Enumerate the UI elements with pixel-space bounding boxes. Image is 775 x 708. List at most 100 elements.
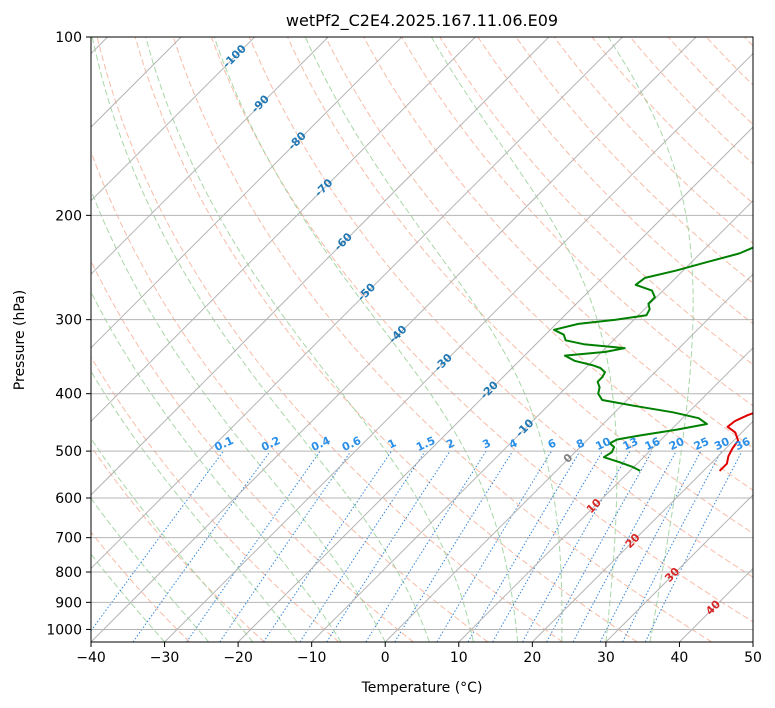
mixing-ratio-label: 16 (643, 435, 663, 453)
y-tick-label: 800 (55, 565, 82, 581)
x-axis: −40 −30 −20 −10 0 10 20 30 40 50 (76, 642, 762, 666)
x-tick-label: 50 (744, 650, 762, 666)
mixing-ratio-line (132, 450, 271, 642)
isotherm-line (91, 37, 550, 496)
mixing-ratio-line (219, 450, 352, 642)
mixing-ratio-label: 36 (733, 435, 753, 453)
isotherm-label: -70 (312, 176, 335, 199)
isotherm-line (752, 641, 753, 642)
x-tick-label: 20 (523, 650, 541, 666)
mixing-ratio-label: 25 (692, 435, 711, 453)
x-tick-label: −20 (223, 650, 253, 666)
isotherm-line (91, 37, 256, 202)
moist-adiabat-line (145, 37, 474, 642)
y-tick-label: 100 (55, 30, 82, 46)
y-tick-label: 200 (55, 208, 82, 224)
moist-adiabat-line (91, 290, 342, 642)
x-tick-label: 0 (381, 650, 390, 666)
isotherm-line (91, 37, 476, 423)
y-tick-label: 500 (55, 444, 82, 460)
mixing-ratio-line (186, 450, 321, 642)
mixing-ratio-line (91, 450, 224, 632)
dry-adiabat-line (96, 37, 563, 642)
isotherm-line (91, 37, 403, 349)
mixing-ratio-line (436, 450, 552, 642)
dry-adiabat-line (91, 356, 340, 642)
isotherm-label: 10 (584, 496, 604, 516)
mixing-ratio-line (299, 450, 426, 642)
x-axis-label: Temperature (°C) (361, 680, 483, 696)
theta-e-line (0, 24, 56, 642)
y-axis: 100 200 300 400 500 600 700 800 900 1000 (46, 30, 91, 638)
moist-adiabat-line (607, 37, 694, 642)
y-tick-label: 300 (55, 313, 82, 329)
isotherm-line (311, 199, 753, 642)
dry-adiabat-line (91, 531, 191, 642)
isotherm-label: -10 (513, 416, 536, 439)
mixing-ratio-line (522, 450, 631, 642)
mixing-ratio-label: 8 (574, 436, 586, 451)
moist-adiabat-line (91, 437, 254, 642)
isotherm-label: -90 (249, 92, 272, 115)
isotherm-line (237, 126, 753, 642)
isotherm-label: 20 (623, 531, 643, 551)
isotherm-line (458, 347, 753, 642)
mixing-ratio-label: 20 (667, 435, 687, 453)
mixing-ratio-line (644, 450, 743, 642)
profile-line (553, 246, 753, 472)
dry-adiabat-line (325, 37, 753, 491)
moist-adiabat-line (91, 497, 210, 642)
isotherm-line (605, 494, 753, 642)
x-tick-label: −30 (150, 650, 180, 666)
mixing-ratio-line (263, 450, 392, 642)
dry-adiabat-line (286, 37, 753, 534)
background-lines (0, 24, 775, 642)
dry-adiabat-line (172, 37, 713, 642)
isotherm-line (91, 37, 329, 275)
dry-adiabat-line (91, 150, 489, 642)
moist-adiabat-line (91, 553, 165, 642)
x-tick-label: −10 (297, 650, 327, 666)
dry-adiabat-line (591, 37, 753, 204)
isotherm-line (384, 273, 753, 642)
isotherm-line (679, 567, 753, 642)
moist-adiabat-line (304, 37, 563, 642)
isotherm-line (91, 37, 623, 570)
dry-adiabat-line (439, 37, 753, 366)
mixing-ratio-label: 10 (594, 435, 614, 453)
isotherm-line (91, 37, 697, 642)
dry-adiabat-line (91, 259, 414, 642)
moist-adiabat-line (430, 37, 618, 642)
x-tick-label: −40 (76, 650, 106, 666)
y-tick-label: 600 (55, 491, 82, 507)
mixing-ratio-line (326, 450, 451, 642)
mixing-ratio-line (572, 450, 677, 642)
mixing-ratio-label: 3 (480, 436, 492, 451)
y-tick-label: 400 (55, 387, 82, 403)
moist-adiabat-line (91, 188, 386, 642)
isotherm-label: 0 (561, 451, 576, 466)
isotherm-line (531, 420, 753, 642)
mixing-ratio-line (622, 450, 722, 642)
dry-adiabat-line (667, 37, 753, 126)
moist-adiabat-line (91, 37, 430, 642)
moist-adiabat-line (91, 370, 298, 642)
mixing-ratio-label: 13 (621, 435, 640, 453)
dry-adiabat-line (363, 37, 753, 449)
x-tick-label: 10 (450, 650, 468, 666)
plot-frame (90, 36, 754, 643)
dry-adiabat-line (134, 37, 638, 642)
mixing-ratio-label: 4 (507, 436, 520, 451)
x-tick-label: 40 (671, 650, 689, 666)
mixing-ratio-label: 1 (386, 436, 398, 451)
mixing-ratio-line (365, 450, 487, 642)
mixing-ratio-label: 30 (712, 435, 732, 453)
isotherm-line (164, 52, 753, 642)
profile-line (718, 412, 753, 472)
y-tick-label: 700 (55, 531, 82, 547)
dry-adiabat-line (705, 37, 753, 86)
chart-title: wetPf2_C2E4.2025.167.11.06.E09 (286, 11, 558, 31)
mixing-ratio-label: 6 (546, 436, 559, 451)
dry-adiabat-line (769, 24, 775, 642)
